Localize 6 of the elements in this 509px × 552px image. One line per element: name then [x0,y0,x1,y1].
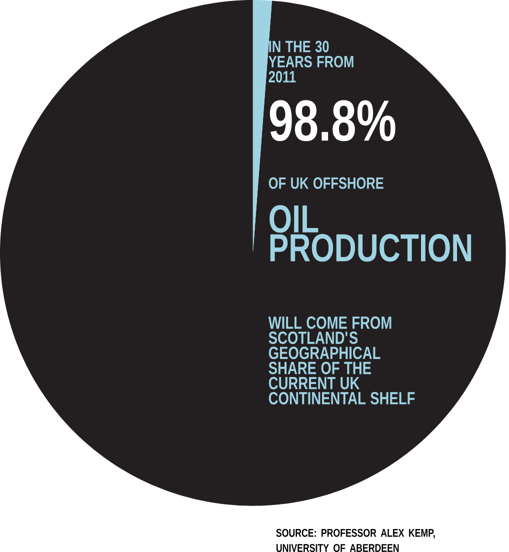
text: WILL COME FROM SCOTLAND'S GEOGRAPHICAL SHARE OF THE CURRENT UK CONTINENTAL SHELF [268,316,415,404]
data-label: 98.8% [270,100,396,142]
source-note: SOURCE: PROFESSOR ALEX KEMP, UNIVERSITY OF ABERDEEN [276,528,435,552]
text: IN THE 30 YEARS FROM 2011 [268,40,354,83]
text: OIL PRODUCTION [270,205,472,262]
text: OF UK OFFSHORE [269,177,384,189]
